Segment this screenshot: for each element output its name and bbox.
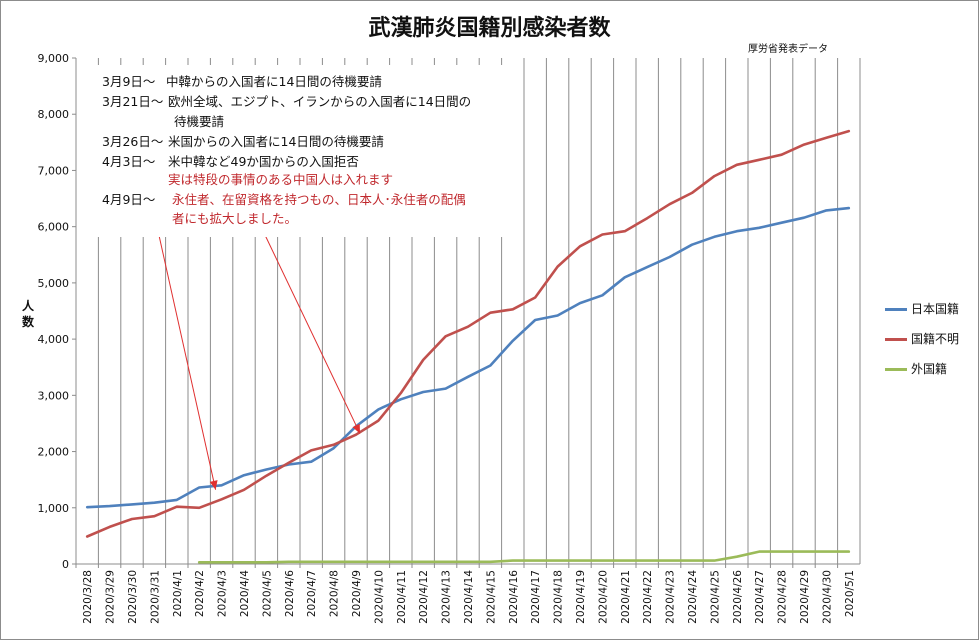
x-tick-label: 2020/4/4 [239,570,251,617]
annotation-arrow-4-9-head [352,423,360,434]
x-tick-label: 2020/5/1 [844,570,856,617]
x-tick-label: 2020/4/19 [575,570,587,624]
x-tick-label: 2020/4/29 [799,570,811,624]
annotation-arrow-4-3-head [209,480,218,490]
annotation-text-5-cont: 者にも拡大しました。 [172,211,298,226]
x-tick-label: 2020/4/25 [709,570,721,624]
x-tick-label: 2020/4/28 [777,570,789,624]
x-tick-label: 2020/3/29 [105,570,117,624]
annotation-date-3: 3月26日～ [102,134,164,149]
annotation-text-3: 米国からの入国者に14日間の待機要請 [168,134,384,149]
y-tick-label: 5,000 [38,277,70,290]
annotation-text-4: 米中韓など49か国からの入国拒否 [168,154,359,169]
x-tick-label: 2020/4/18 [553,570,565,624]
x-tick-label: 2020/4/9 [351,570,363,617]
y-tick-label: 6,000 [38,221,70,234]
x-tick-label: 2020/4/21 [620,570,632,624]
annotation-text-2: 欧州全域、エジプト、イランからの入国者に14日間の [168,94,472,109]
y-tick-label: 4,000 [38,333,70,346]
y-tick-label: 8,000 [38,108,70,121]
x-tick-label: 2020/4/1 [172,570,184,617]
x-tick-label: 2020/4/12 [418,570,430,624]
axes: 0 1,000 2,000 3,000 4,000 5,000 6,000 7,000 8,00… [38,52,860,624]
annotation-text-2-cont: 待機要請 [174,114,225,129]
x-tick-label: 2020/4/30 [821,570,833,624]
x-tick-label: 2020/4/13 [441,570,453,624]
x-tick-label: 2020/4/20 [597,570,609,624]
annotation-box: 3月9日～ 中韓からの入国者に14日間の待機要請 3月21日～ 欧州全域、エジプ… [88,65,516,237]
legend-label-foreign: 外国籍 [911,362,948,376]
chart-title: 武漢肺炎国籍別感染者数 [368,16,611,41]
annotation-arrow-4-9 [264,234,361,434]
x-tick-label: 2020/4/5 [261,570,273,617]
x-tick-label: 2020/4/23 [665,570,677,624]
x-tick-label: 2020/4/16 [508,570,520,624]
x-tick-label: 2020/4/7 [306,570,318,617]
annotation-note-4: 実は特段の事情のある中国人は入れます [168,172,394,187]
series-line-0 [85,206,851,509]
y-tick-label: 2,000 [38,446,70,459]
legend-label-unknown: 国籍不明 [911,332,960,346]
x-tick-label: 2020/4/14 [463,570,475,624]
x-tick-label: 2020/4/26 [732,570,744,624]
x-tick-label: 2020/4/17 [530,570,542,624]
series-line-2 [197,550,851,564]
annotation-text-1: 中韓からの入国者に14日間の待機要請 [166,74,382,89]
annotation-text-5: 永住者、在留資格を持つもの、日本人･永住者の配偶 [172,192,466,207]
annotation-date-4: 4月3日～ [102,154,156,169]
legend-swatch-unknown [885,338,907,341]
legend-swatch-foreign [885,368,907,371]
x-tick-label: 2020/4/10 [373,570,385,624]
y-tick-label: 0 [62,558,69,571]
annotation-date-1: 3月9日～ [102,74,156,89]
y-tick-label: 3,000 [38,389,70,402]
x-tick-label: 2020/4/11 [396,570,408,624]
x-tick-label: 2020/4/2 [194,570,206,617]
x-tick-label: 2020/3/28 [82,570,94,624]
x-tick-label: 2020/4/8 [329,570,341,617]
x-tick-label: 2020/3/30 [127,570,139,624]
x-tick-label: 2020/4/15 [485,570,497,624]
y-tick-label: 7,000 [38,164,70,177]
annotation-date-5: 4月9日～ [102,192,156,207]
x-tick-label: 2020/4/22 [642,570,654,624]
annotation-date-2: 3月21日～ [102,94,164,109]
source-note: 厚労省発表データ [748,44,828,55]
x-tick-label: 2020/3/31 [149,570,161,624]
x-tick-label: 2020/4/27 [754,570,766,624]
legend-label-japanese: 日本国籍 [911,302,960,316]
x-tick-label: 2020/4/6 [284,570,296,617]
y-tick-label: 9,000 [38,52,70,65]
legend-swatch-japanese [885,308,907,311]
x-tick-label: 2020/4/24 [687,570,699,624]
y-axis-label: 人数 [21,299,34,329]
y-tick-label: 1,000 [38,502,70,515]
series-line-1 [85,129,851,538]
x-tick-label: 2020/4/3 [217,570,229,617]
